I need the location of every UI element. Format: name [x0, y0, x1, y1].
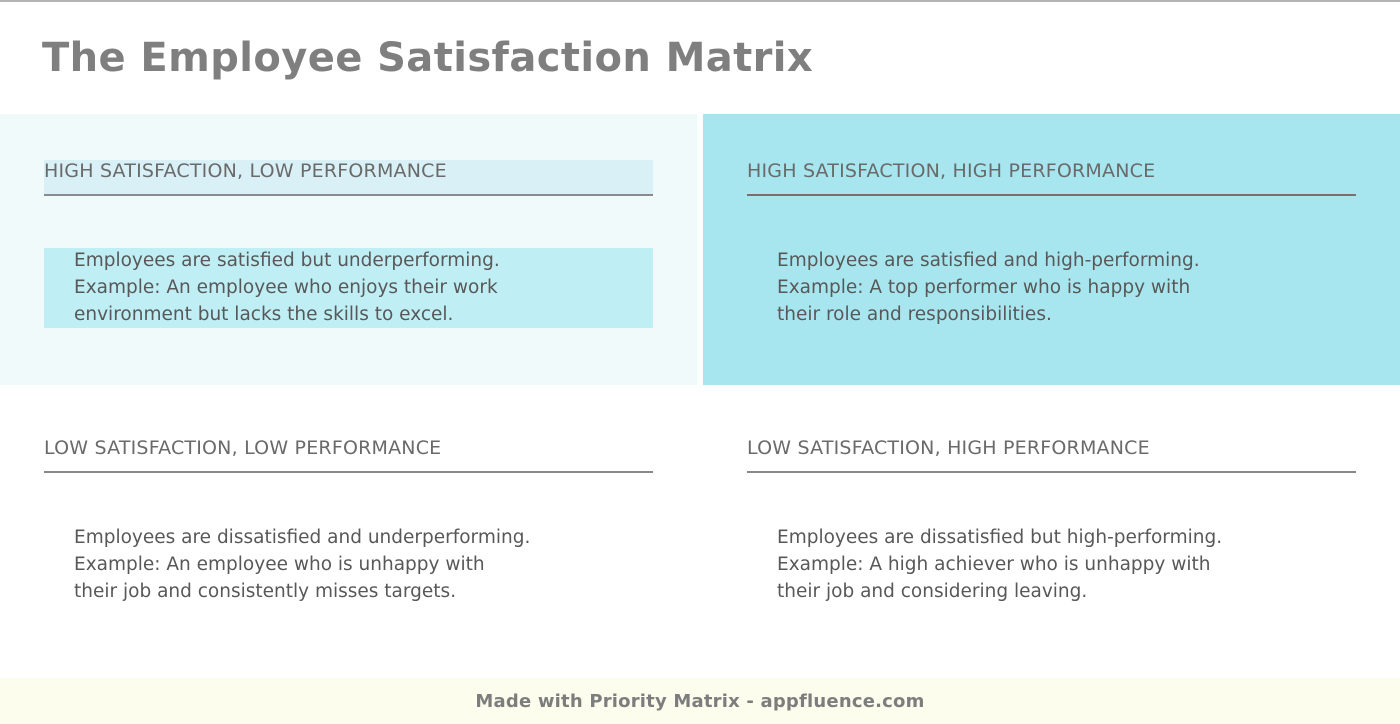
- matrix-grid: HIGH SATISFACTION, LOW PERFORMANCE Emplo…: [0, 114, 1400, 662]
- quadrant-description: Employees are dissatisfied and underperf…: [74, 527, 531, 602]
- quadrant-title: LOW SATISFACTION, HIGH PERFORMANCE: [747, 437, 1356, 473]
- quadrant-low-satisfaction-high-performance[interactable]: LOW SATISFACTION, HIGH PERFORMANCE Emplo…: [703, 391, 1400, 662]
- quadrant-title: HIGH SATISFACTION, LOW PERFORMANCE: [44, 160, 653, 196]
- page-footer: Made with Priority Matrix - appfluence.c…: [0, 678, 1400, 724]
- footer-attribution[interactable]: Made with Priority Matrix - appfluence.c…: [475, 690, 925, 712]
- page-title: The Employee Satisfaction Matrix: [42, 35, 814, 81]
- quadrant-description: Employees are satisfied and high-perform…: [777, 250, 1200, 325]
- quadrant-title: HIGH SATISFACTION, HIGH PERFORMANCE: [747, 160, 1356, 196]
- page-header: The Employee Satisfaction Matrix: [0, 2, 1400, 114]
- quadrant-description: Employees are satisfied but underperform…: [44, 248, 653, 329]
- footer-spacer: [0, 662, 1400, 678]
- quadrant-high-satisfaction-high-performance[interactable]: HIGH SATISFACTION, HIGH PERFORMANCE Empl…: [703, 114, 1400, 385]
- quadrant-high-satisfaction-low-performance[interactable]: HIGH SATISFACTION, LOW PERFORMANCE Emplo…: [0, 114, 697, 385]
- quadrant-low-satisfaction-low-performance[interactable]: LOW SATISFACTION, LOW PERFORMANCE Employ…: [0, 391, 697, 662]
- quadrant-description: Employees are dissatisfied but high-perf…: [777, 527, 1223, 602]
- quadrant-title: LOW SATISFACTION, LOW PERFORMANCE: [44, 437, 653, 473]
